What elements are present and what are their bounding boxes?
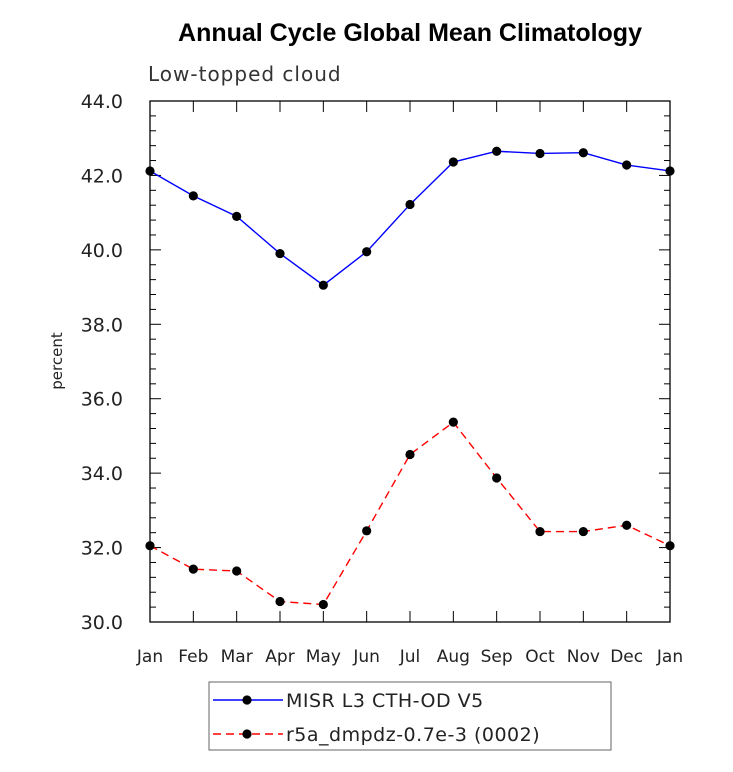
legend-label-1: MISR L3 CTH-OD V5 bbox=[286, 690, 484, 712]
y-tick-label: 44.0 bbox=[81, 91, 123, 113]
y-tick-label: 32.0 bbox=[81, 538, 123, 560]
y-axis-label: percent bbox=[48, 332, 66, 390]
series-1-point bbox=[448, 157, 458, 167]
chart-title: Annual Cycle Global Mean Climatology bbox=[178, 19, 642, 47]
legend-label-2: r5a_dmpdz-0.7e-3 (0002) bbox=[286, 724, 540, 746]
series-1-point bbox=[535, 148, 545, 159]
x-tick-label: Nov bbox=[567, 647, 600, 667]
x-tick-label: Feb bbox=[178, 647, 208, 667]
series-2-point bbox=[275, 596, 285, 607]
series-1-point bbox=[318, 280, 328, 290]
x-tick-label: Oct bbox=[525, 647, 555, 667]
series-1-point bbox=[232, 211, 242, 221]
y-tick-label: 40.0 bbox=[81, 240, 123, 262]
series-2-point bbox=[405, 449, 415, 460]
series-2-point bbox=[448, 417, 458, 427]
legend-box bbox=[208, 681, 612, 751]
series-2-point bbox=[492, 473, 502, 483]
series-1-point bbox=[578, 148, 588, 158]
series-2-point bbox=[578, 526, 588, 537]
series-2-point bbox=[145, 541, 155, 551]
y-tick-label: 36.0 bbox=[81, 389, 123, 411]
series-line-2 bbox=[149, 421, 671, 606]
x-tick-label: Apr bbox=[265, 647, 294, 667]
x-tick-label: Jan bbox=[656, 647, 683, 667]
series-2-point bbox=[622, 520, 632, 530]
x-tick-label: Mar bbox=[221, 647, 253, 667]
series-2-point bbox=[232, 566, 242, 576]
series-2-point bbox=[188, 564, 198, 574]
series-1-point bbox=[405, 199, 415, 210]
series-1-point bbox=[492, 146, 502, 156]
chart-subtitle: Low-topped cloud bbox=[148, 62, 342, 86]
series-2-point bbox=[362, 526, 372, 536]
series-1-point bbox=[145, 166, 155, 176]
y-tick-label: 34.0 bbox=[81, 463, 123, 485]
series-2-point bbox=[318, 599, 328, 610]
x-tick-label: Aug bbox=[437, 647, 470, 667]
x-tick-label: Sep bbox=[481, 647, 513, 667]
series-1-point bbox=[665, 166, 675, 176]
series-1-point bbox=[275, 248, 285, 259]
x-tick-label: Jan bbox=[136, 647, 163, 667]
legend-marker-2 bbox=[242, 729, 252, 739]
x-tick-label: Jun bbox=[352, 647, 380, 667]
x-tick-label: Jul bbox=[399, 647, 421, 667]
series-1-point bbox=[622, 160, 632, 170]
y-tick-label: 30.0 bbox=[81, 612, 123, 634]
series-2-point bbox=[535, 526, 545, 537]
x-tick-label: Dec bbox=[610, 647, 643, 667]
series-1-point bbox=[362, 247, 372, 257]
series-line-1 bbox=[149, 150, 671, 287]
y-tick-label: 38.0 bbox=[81, 314, 123, 336]
series-2-point bbox=[665, 541, 675, 551]
plot-area: 30.0 32.0 34.0 36.0 38.0 40.0 42.0 44.0 Jan Feb Ma… bbox=[81, 91, 683, 751]
plot-frame bbox=[149, 100, 671, 623]
y-tick-label: 42.0 bbox=[81, 165, 123, 187]
legend-marker-1 bbox=[242, 695, 252, 705]
series-1-point bbox=[188, 191, 198, 201]
x-tick-label: May bbox=[306, 647, 341, 667]
